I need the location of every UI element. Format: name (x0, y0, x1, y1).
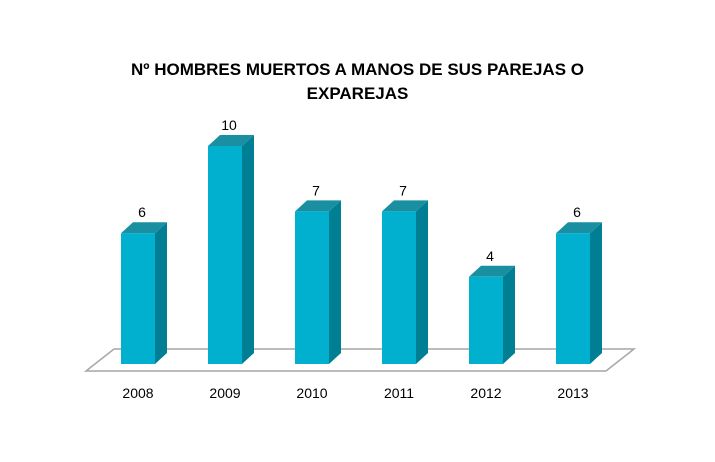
chart-floor-layer (83, 348, 637, 372)
x-tick-label-2010: 2010 (296, 385, 327, 401)
bar-front-2010 (295, 211, 329, 364)
data-label-2013: 6 (573, 204, 581, 220)
bars-layer (121, 135, 602, 364)
bar-side-2011 (416, 200, 428, 364)
x-tick-label-2011: 2011 (384, 385, 414, 401)
bar-front-2013 (556, 233, 590, 364)
x-axis-tick-labels: 2008 2009 2010 2011 2012 2013 (122, 385, 588, 401)
chart-title: Nº HOMBRES MUERTOS A MANOS DE SUS PAREJA… (0, 58, 715, 106)
bar-top-2008 (121, 222, 167, 234)
chart-floor (83, 348, 637, 372)
bar-2013 (556, 222, 602, 364)
data-label-2011: 7 (399, 182, 407, 198)
bar-top-2012 (469, 265, 515, 277)
bar-2011 (382, 200, 428, 364)
bar-front-2008 (121, 233, 155, 364)
bar-top-2011 (382, 200, 428, 212)
data-label-2010: 7 (312, 182, 320, 198)
bar-2009 (208, 135, 254, 364)
bar-front-2012 (469, 276, 503, 364)
x-tick-label-2008: 2008 (122, 385, 153, 401)
bar-2008 (121, 222, 167, 364)
data-label-2009: 10 (221, 117, 237, 133)
data-label-2008: 6 (138, 204, 146, 220)
bar-side-2010 (329, 200, 341, 364)
bar-side-2012 (503, 265, 515, 364)
bar-side-2013 (590, 222, 602, 364)
chart-title-line-2: EXPAREJAS (306, 84, 409, 103)
bar-top-2013 (556, 222, 602, 234)
bar-2012 (469, 265, 515, 364)
bar-side-2009 (242, 135, 254, 364)
bar-2010 (295, 200, 341, 364)
data-labels-layer: 6 10 7 7 4 6 (138, 117, 581, 264)
x-tick-label-2012: 2012 (470, 385, 501, 401)
bar-top-2010 (295, 200, 341, 212)
data-label-2012: 4 (486, 248, 494, 264)
x-tick-label-2013: 2013 (557, 385, 588, 401)
bar-front-2009 (208, 146, 242, 364)
chart-title-line-1: Nº HOMBRES MUERTOS A MANOS DE SUS PAREJA… (131, 60, 584, 79)
bar-side-2008 (155, 222, 167, 364)
x-tick-label-2009: 2009 (209, 385, 240, 401)
bar-top-2009 (208, 135, 254, 146)
bar-front-2011 (382, 211, 416, 364)
